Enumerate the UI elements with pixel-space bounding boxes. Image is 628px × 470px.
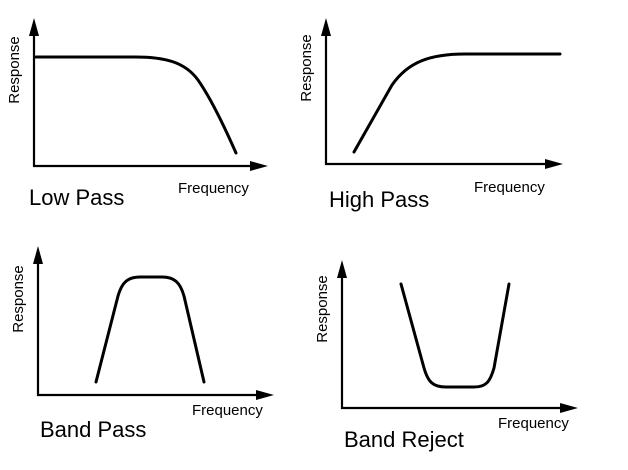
band-pass-title: Band Pass [40, 417, 146, 442]
band-pass-y-label: Response [10, 265, 27, 333]
panel-band-pass: Response Frequency Band Pass [10, 246, 274, 442]
low-pass-response-curve [34, 55, 238, 155]
band-reject-y-label: Response [314, 275, 331, 343]
low-pass-title: Low Pass [29, 185, 124, 210]
band-pass-response-curve [94, 275, 206, 384]
band-reject-y-arrowhead [337, 260, 347, 278]
band-reject-x-arrowhead [560, 403, 578, 413]
high-pass-y-arrowhead [321, 18, 331, 36]
high-pass-y-label: Response [298, 34, 315, 102]
band-pass-y-arrowhead [33, 246, 43, 264]
band-reject-response-curve [399, 282, 511, 389]
panel-band-reject: Response Frequency Band Reject [314, 260, 578, 452]
high-pass-title: High Pass [329, 187, 429, 212]
high-pass-response-curve [352, 52, 562, 154]
high-pass-x-label: Frequency [474, 179, 545, 196]
band-pass-x-arrowhead [256, 390, 274, 400]
low-pass-x-label: Frequency [178, 180, 249, 197]
panel-low-pass: Response Frequency Low Pass [6, 18, 268, 210]
panel-high-pass: Response Frequency High Pass [298, 18, 563, 212]
band-reject-title: Band Reject [344, 427, 464, 452]
high-pass-x-arrowhead [545, 159, 563, 169]
band-pass-x-label: Frequency [192, 402, 263, 419]
band-reject-x-label: Frequency [498, 415, 569, 432]
low-pass-x-arrowhead [250, 161, 268, 171]
low-pass-y-arrowhead [29, 18, 39, 36]
low-pass-y-label: Response [6, 36, 23, 104]
